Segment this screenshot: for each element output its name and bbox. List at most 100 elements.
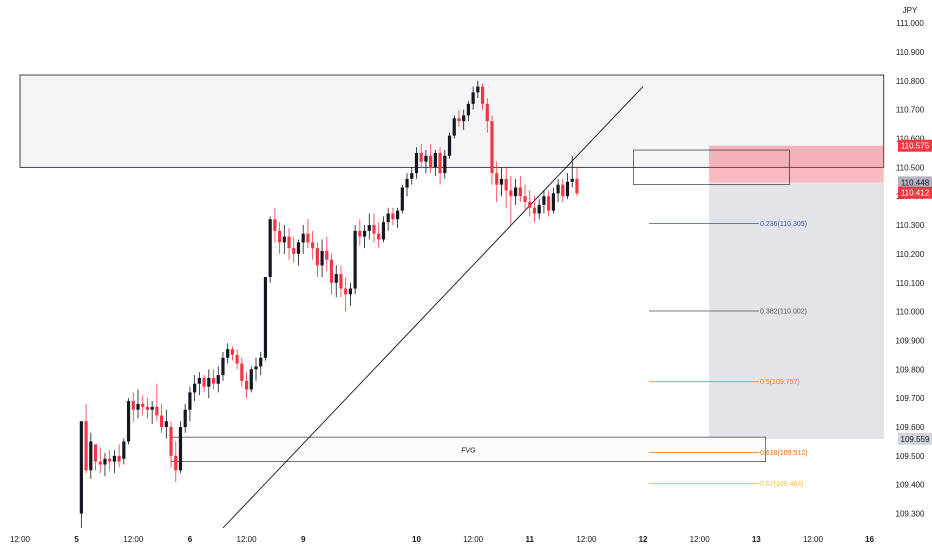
candle-body-71 [414, 152, 419, 174]
candle-body-91 [509, 190, 513, 197]
y-tick-label-10: 110.000 [896, 308, 925, 317]
candle-body-3 [93, 444, 98, 462]
x-tick-label-2: 12:00 [123, 535, 144, 544]
candle-body-40 [268, 219, 272, 277]
candle-body-49 [311, 242, 315, 249]
candle-body-65 [386, 213, 390, 223]
candle-body-104 [570, 178, 574, 182]
candle-body-102 [561, 184, 565, 197]
candle-body-24 [193, 383, 197, 393]
price-badge-bg-0 [898, 139, 932, 152]
y-tick-label-16: 109.400 [896, 481, 925, 490]
candle-body-23 [188, 392, 192, 410]
candle-body-94 [523, 196, 527, 202]
candle-body-76 [438, 152, 442, 174]
candle-body-16 [155, 406, 159, 416]
candle-body-19 [169, 427, 173, 456]
candle-body-60 [362, 230, 367, 237]
price-badge-0: 110.575 [901, 142, 930, 151]
x-tick-label-6: 10 [412, 535, 421, 544]
candle-body-70 [410, 173, 414, 179]
x-tick-label-0: 12:00 [10, 535, 31, 544]
y-tick-label-15: 109.500 [896, 452, 925, 461]
candle-body-67 [396, 210, 400, 220]
candle-body-66 [391, 213, 395, 220]
candle-body-83 [471, 92, 475, 104]
x-tick-label-13: 12:00 [803, 535, 824, 544]
candle-body-105 [575, 178, 579, 194]
candle-body-98 [542, 196, 546, 205]
candle-body-38 [259, 357, 263, 367]
candle-body-82 [466, 103, 470, 116]
short-target-area [709, 182, 884, 439]
candle-body-63 [377, 233, 381, 240]
price-badge-bg-3 [898, 432, 932, 445]
candle-body-84 [476, 86, 480, 93]
candle-body-14 [145, 406, 150, 410]
candle-body-28 [211, 377, 216, 384]
candle-body-34 [240, 363, 244, 381]
price-badge-bg-2 [898, 186, 932, 199]
candle-body-48 [306, 233, 310, 243]
candle-body-50 [315, 248, 319, 266]
candle-body-25 [197, 377, 201, 384]
fib-label-3: 0.618(109.512) [760, 450, 807, 457]
x-tick-label-12: 13 [752, 535, 761, 544]
candle-body-27 [207, 377, 211, 387]
candle-body-77 [443, 155, 447, 174]
candle-body-97 [537, 204, 541, 214]
fvg-label: FVG [461, 447, 476, 454]
x-tick-label-14: 16 [865, 535, 874, 544]
x-tick-label-1: 5 [74, 535, 79, 544]
candle-body-99 [547, 196, 551, 211]
candle-body-5 [103, 458, 107, 465]
candle-body-75 [433, 152, 437, 168]
candle-body-37 [254, 366, 258, 370]
candle-body-32 [230, 349, 234, 355]
candle-body-9 [122, 441, 126, 459]
candle-body-6 [108, 458, 112, 462]
candle-body-72 [419, 152, 423, 162]
candle-body-90 [504, 178, 508, 191]
candle-body-93 [518, 187, 522, 197]
candle-body-12 [136, 403, 140, 410]
candle-body-61 [367, 225, 371, 231]
candle-body-15 [150, 406, 154, 410]
candle-body-55 [339, 274, 343, 289]
range-box [633, 149, 790, 185]
candle-body-81 [462, 115, 466, 122]
candle-body-26 [202, 377, 206, 387]
candle-body-95 [528, 201, 532, 208]
fib-levels: 0.236(110.305) 0.382(110.002) 0.5(109.757)… [649, 221, 807, 488]
fib-label-0: 0.236(110.305) [760, 221, 807, 228]
candle-body-78 [447, 135, 452, 156]
x-tick-label-10: 12 [639, 535, 648, 544]
candle-body-21 [178, 427, 183, 471]
x-tick-label-9: 12:00 [576, 535, 597, 544]
candle-body-22 [183, 409, 187, 428]
candle-body-62 [372, 225, 376, 234]
candle-body-36 [249, 369, 253, 390]
candle-body-18 [164, 421, 168, 428]
y-tick-label-4: 110.600 [896, 134, 925, 143]
candle-body-73 [424, 155, 428, 162]
candle-body-85 [480, 86, 485, 104]
price-badges: 110.575 110.448 110.412 109.559 [898, 139, 932, 445]
price-badge-1: 110.448 [901, 178, 930, 187]
candle-body-11 [131, 401, 135, 410]
candles-layer [79, 80, 579, 528]
candle-body-54 [334, 274, 338, 283]
price-badge-bg-1 [898, 176, 932, 189]
y-tick-label-12: 109.800 [896, 365, 925, 374]
candle-body-44 [287, 236, 291, 249]
fib-label-4: 0.67(109.404) [760, 481, 804, 488]
x-tick-label-8: 11 [526, 535, 535, 544]
candle-body-96 [532, 207, 537, 214]
candle-body-100 [551, 193, 555, 211]
y-tick-label-3: 110.700 [896, 106, 925, 115]
time-axis[interactable]: 12:00 5 12:00 6 12:00 9 10 12:00 11 12:00 12 12:00 1… [10, 535, 875, 544]
supply-zone [19, 74, 885, 168]
candle-body-80 [457, 118, 461, 122]
x-tick-label-7: 12:00 [463, 535, 484, 544]
